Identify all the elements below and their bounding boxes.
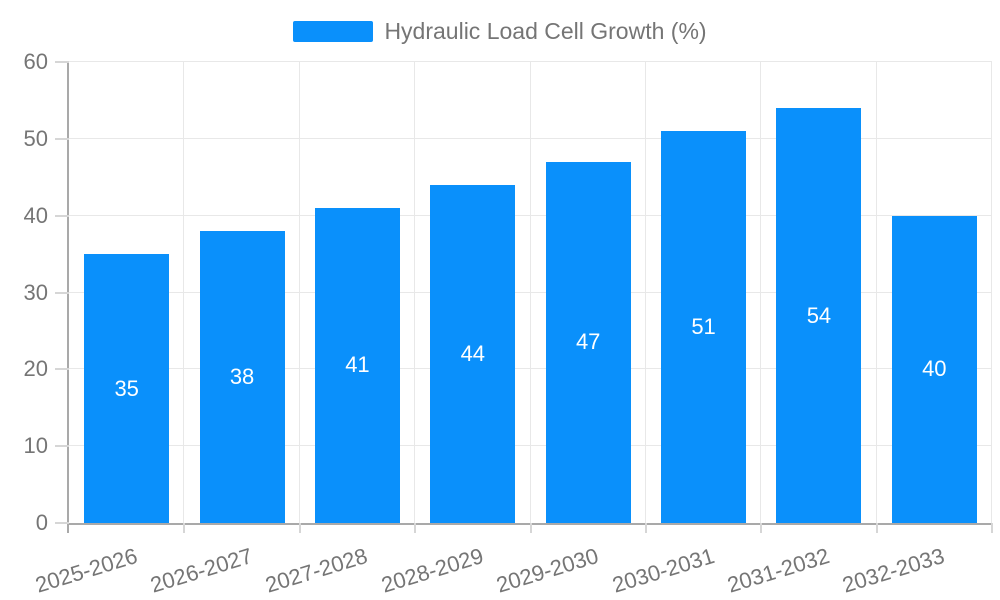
bar-2026-2027[interactable]: 38 — [199, 231, 285, 523]
gridline-horizontal — [69, 137, 992, 139]
bar-2029-2030[interactable]: 47 — [545, 161, 631, 523]
gridline-horizontal — [69, 368, 992, 370]
y-axis-tick — [55, 445, 69, 448]
bar-2028-2029[interactable]: 44 — [430, 184, 516, 523]
bar-value-label: 40 — [922, 356, 947, 382]
bar-value-label: 54 — [806, 302, 832, 328]
x-axis-tick — [760, 523, 763, 533]
gridline-horizontal — [69, 214, 992, 216]
gridline-vertical — [760, 62, 762, 523]
y-axis-tick — [55, 291, 69, 294]
gridline-horizontal — [69, 61, 992, 62]
bar-value-label: 35 — [114, 375, 139, 401]
y-axis-tick — [55, 137, 69, 140]
x-axis-tick — [644, 523, 647, 533]
x-axis-tick — [991, 523, 993, 533]
bar-2031-2032[interactable]: 54 — [776, 108, 862, 523]
gridline-horizontal — [69, 291, 992, 293]
gridline-horizontal — [69, 445, 992, 447]
legend-label: Hydraulic Load Cell Growth (%) — [384, 18, 707, 44]
x-axis-tick — [298, 523, 301, 533]
x-axis-tick — [529, 523, 532, 533]
gridline-vertical — [644, 62, 646, 523]
gridline-vertical — [298, 62, 300, 523]
legend-swatch — [293, 20, 374, 42]
bar-2030-2031[interactable]: 51 — [661, 131, 747, 523]
bar-2027-2028[interactable]: 41 — [314, 207, 400, 523]
bar-value-label: 47 — [575, 329, 601, 355]
gridline-vertical — [991, 62, 992, 523]
y-axis-label: 50 — [23, 125, 48, 151]
legend[interactable]: Hydraulic Load Cell Growth (%) — [0, 18, 1000, 44]
y-axis-label: 10 — [23, 433, 48, 459]
y-axis-label: 20 — [23, 356, 48, 382]
x-axis-tick — [875, 523, 878, 533]
y-axis-label: 30 — [23, 279, 48, 305]
y-axis-tick — [55, 522, 69, 524]
gridline-vertical — [875, 62, 877, 523]
bar-value-label: 51 — [691, 314, 716, 340]
bar-value-label: 44 — [460, 340, 486, 366]
bar-value-label: 38 — [229, 364, 255, 389]
y-axis-label: 0 — [35, 510, 48, 535]
bar-2032-2033[interactable]: 40 — [891, 215, 977, 523]
y-axis-tick — [55, 61, 69, 63]
y-axis-label: 60 — [23, 49, 48, 74]
gridline-vertical — [414, 62, 416, 523]
y-axis-tick — [55, 214, 69, 217]
x-axis-tick — [414, 523, 417, 533]
y-axis-line — [67, 62, 69, 533]
y-axis-tick — [55, 368, 69, 371]
gridline-vertical — [529, 62, 531, 523]
gridline-vertical — [183, 62, 185, 523]
y-axis-label: 40 — [23, 202, 48, 228]
bar-value-label: 41 — [345, 352, 370, 378]
plot-area: 35 38 41 44 47 51 54 40 — [67, 61, 992, 533]
x-axis-tick — [183, 523, 186, 533]
bar-2025-2026[interactable]: 35 — [84, 254, 170, 523]
